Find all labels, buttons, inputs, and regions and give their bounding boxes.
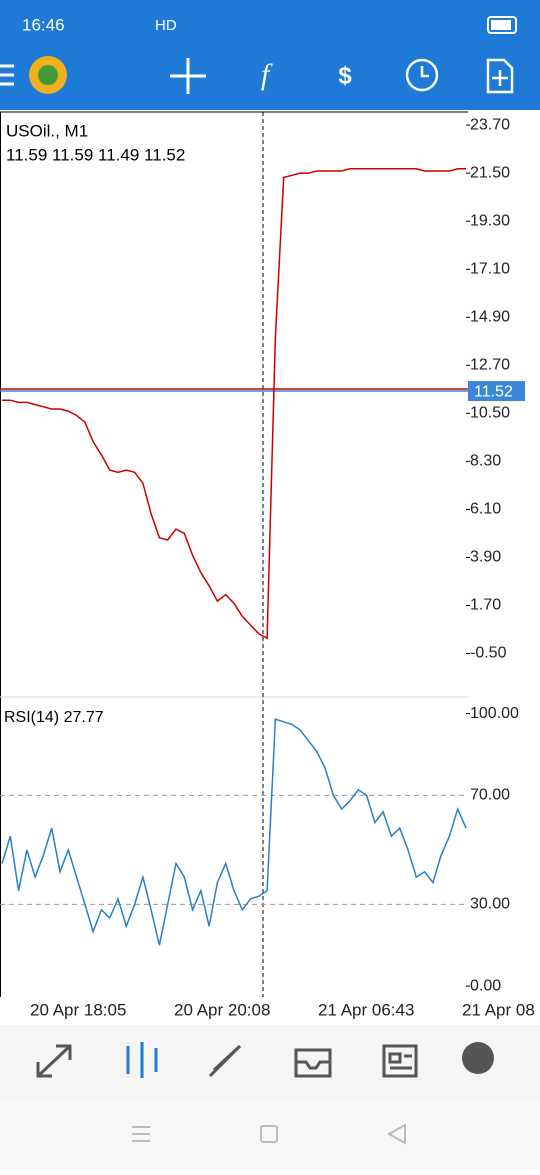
x-tick-label: 21 Apr 06:43	[318, 1000, 414, 1019]
series-line	[1, 718, 467, 946]
y-tick-label: 10.50	[470, 405, 510, 422]
trade-tab[interactable]	[36, 1044, 72, 1078]
level-label: 70.00	[470, 787, 510, 804]
app-logo-inner	[38, 65, 58, 85]
battery	[487, 16, 517, 34]
crosshair-button[interactable]	[170, 58, 206, 94]
chart-title: USOil., M1	[6, 121, 88, 140]
y-tick-label: 3.90	[470, 549, 501, 566]
rsi-title: RSI(14) 27.77	[4, 709, 104, 726]
mailbox-tab[interactable]	[294, 1048, 332, 1078]
clock-hands	[420, 66, 429, 78]
bottom-toolbar	[0, 1025, 540, 1100]
battery-level	[491, 20, 511, 30]
nav-back[interactable]	[386, 1123, 406, 1145]
y-tick-label: 17.10	[470, 260, 510, 277]
x-tick-label: 21 Apr 08	[462, 1000, 535, 1019]
news-tab[interactable]	[382, 1044, 418, 1078]
y-tick-label: 23.70	[470, 116, 510, 133]
level-label: 30.00	[470, 896, 510, 913]
y-tick-label: -0.50	[470, 645, 507, 662]
y-tick-label: 6.10	[470, 501, 501, 518]
new-order-button[interactable]	[486, 58, 514, 94]
status-network: HD	[155, 17, 177, 34]
nav-home[interactable]	[260, 1125, 278, 1143]
y-tick-label: 14.90	[470, 308, 510, 325]
status-time: 16:46	[22, 15, 65, 34]
y-tick-label: 21.50	[470, 164, 510, 181]
header	[0, 0, 540, 110]
ohlc-text: 11.59 11.59 11.49 11.52	[6, 145, 185, 164]
chat-tab[interactable]	[462, 1042, 494, 1074]
y-tick-label: 1.70	[470, 597, 501, 614]
menu-button[interactable]	[0, 64, 14, 86]
series-line	[2, 168, 466, 640]
price-label-bg	[468, 381, 525, 402]
y-tick-label: 8.30	[470, 453, 501, 470]
price-label: 11.52	[474, 383, 513, 400]
nav-menu[interactable]	[132, 1126, 150, 1142]
x-tick-label: 20 Apr 20:08	[174, 1000, 270, 1019]
y-tick-label: 12.70	[470, 357, 510, 374]
y-tick-label: 0.00	[470, 977, 501, 994]
timeframe-button[interactable]	[405, 58, 439, 92]
nav-bar	[0, 1100, 540, 1170]
y-tick-label: 19.30	[470, 212, 510, 229]
x-tick-label: 20 Apr 18:05	[30, 1000, 126, 1019]
chart-tab[interactable]	[126, 1042, 158, 1078]
y-tick-label: 100.00	[470, 705, 519, 722]
symbols-button[interactable]: $	[338, 62, 352, 89]
history-tab[interactable]	[208, 1044, 242, 1078]
